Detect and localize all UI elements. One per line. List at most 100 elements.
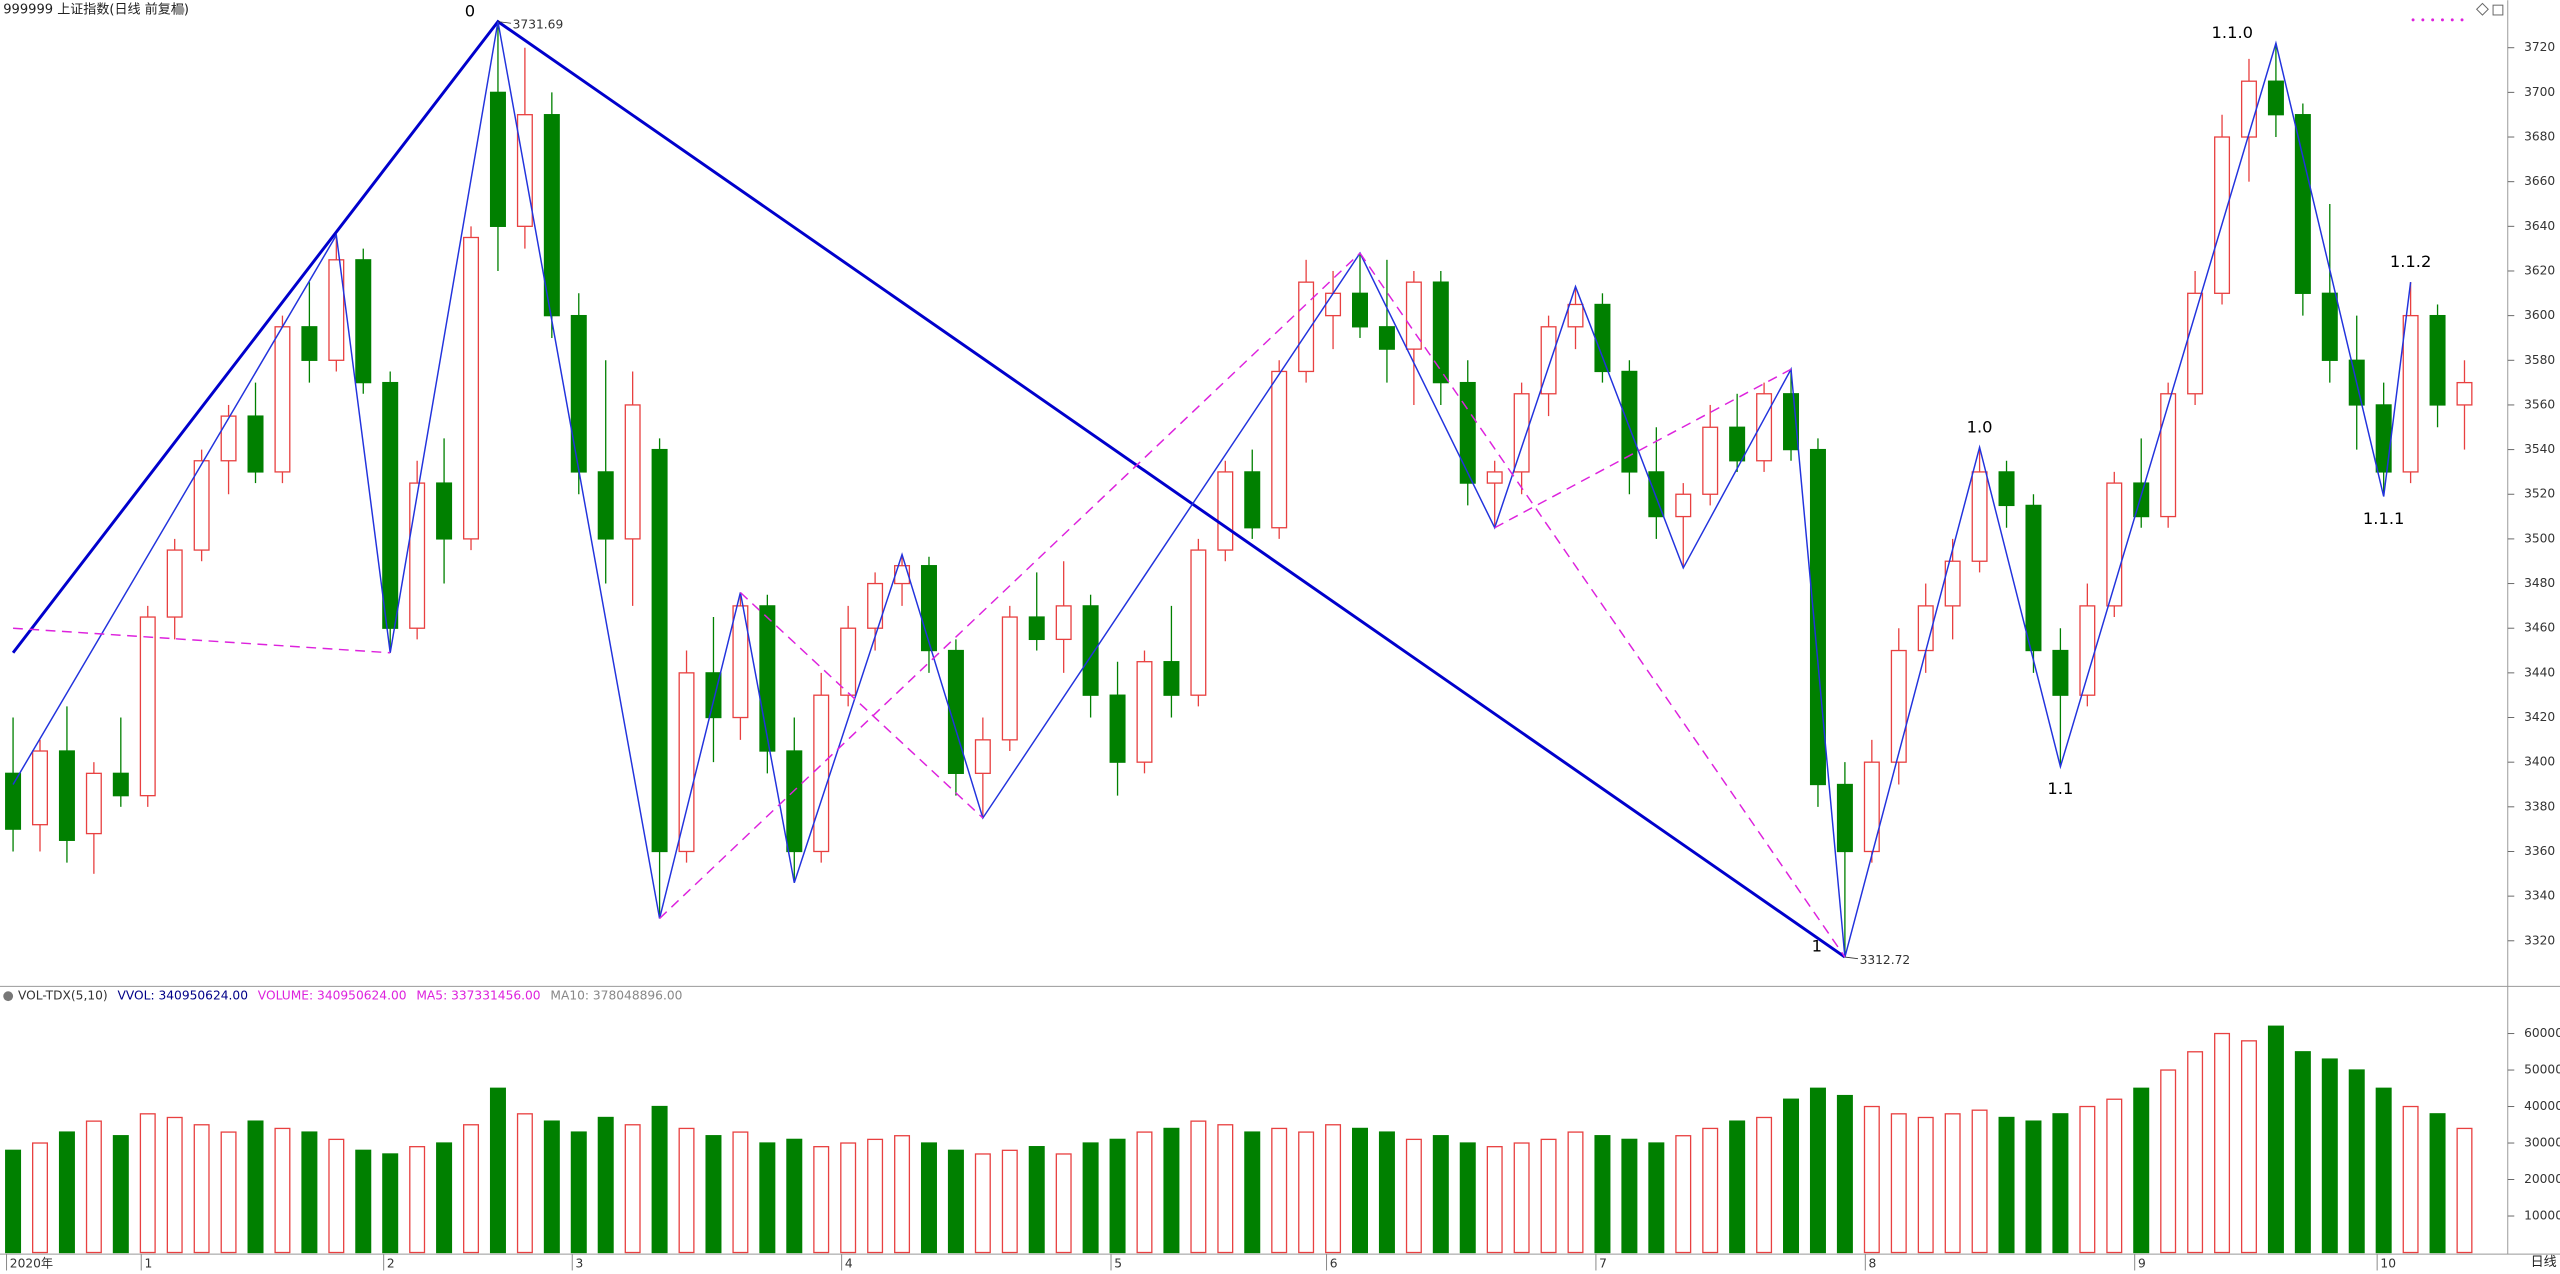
candle-body bbox=[1001, 616, 1018, 741]
volume-bar bbox=[732, 1131, 749, 1254]
candle-body bbox=[2294, 114, 2311, 294]
volume-bar bbox=[220, 1131, 237, 1254]
volume-bar bbox=[2187, 1051, 2204, 1254]
y-tick-label: 3640 bbox=[2524, 219, 2555, 233]
x-tick-label: 5 bbox=[1114, 1256, 1122, 1270]
candle-body bbox=[2321, 292, 2338, 361]
candle-body bbox=[1675, 493, 1692, 518]
candle-body bbox=[1863, 761, 1880, 853]
y-tick-label: 3500 bbox=[2524, 531, 2555, 545]
chart-title: 999999 上证指数(日线 前复权) bbox=[3, 2, 189, 18]
candle-body bbox=[2052, 649, 2069, 696]
price-pointer bbox=[497, 21, 512, 24]
volume-bar bbox=[974, 1153, 991, 1254]
volume-bar bbox=[382, 1153, 399, 1254]
volume-settings-icon[interactable] bbox=[3, 991, 14, 1002]
volume-bar bbox=[759, 1142, 776, 1254]
candle-body bbox=[355, 259, 372, 384]
volume-bar bbox=[436, 1142, 453, 1254]
volume-bar bbox=[1378, 1131, 1395, 1254]
y-tick-label: 3520 bbox=[2524, 487, 2555, 501]
volume-bar bbox=[2025, 1120, 2042, 1254]
candle-body bbox=[786, 750, 803, 853]
volume-legend: MA10: 378048896.00 bbox=[550, 989, 682, 1003]
wave-line bbox=[739, 591, 984, 819]
y-tick-label: 3680 bbox=[2524, 130, 2555, 144]
candle-body bbox=[1352, 292, 1368, 328]
candle-body bbox=[840, 627, 857, 696]
candle-body bbox=[409, 482, 426, 629]
candle-body bbox=[220, 415, 237, 462]
candle-body bbox=[597, 471, 614, 540]
candle-body bbox=[112, 772, 129, 797]
candle-body bbox=[1917, 605, 1934, 652]
candle-body bbox=[2375, 404, 2392, 473]
y-tick-label: 3380 bbox=[2524, 799, 2555, 813]
candle-body bbox=[1378, 326, 1395, 350]
candle-body bbox=[1190, 549, 1207, 696]
volume-bar bbox=[1702, 1127, 1719, 1254]
candle-body bbox=[1971, 471, 1988, 562]
candle-body bbox=[624, 404, 641, 540]
y-tick-label: 3600 bbox=[2524, 308, 2555, 322]
volume-bar bbox=[678, 1127, 695, 1254]
volume-bar bbox=[32, 1142, 48, 1254]
volume-bar bbox=[867, 1138, 884, 1254]
volume-bar bbox=[1783, 1098, 1800, 1254]
candle-body bbox=[382, 381, 399, 629]
window-icon[interactable] bbox=[2492, 4, 2504, 16]
volume-bar bbox=[813, 1146, 830, 1254]
volume-bar bbox=[2079, 1105, 2096, 1254]
x-tick-label: 8 bbox=[1869, 1256, 1877, 1270]
volume-bar bbox=[58, 1131, 75, 1254]
volume-bar bbox=[920, 1142, 937, 1254]
y-tick-label: 3440 bbox=[2524, 665, 2555, 679]
volume-bar bbox=[1756, 1116, 1773, 1254]
candle-body bbox=[463, 236, 480, 540]
volume-bar bbox=[1271, 1127, 1288, 1254]
settings-icon[interactable] bbox=[174, 5, 185, 15]
volume-bar bbox=[1352, 1127, 1368, 1254]
wave-line bbox=[13, 627, 391, 654]
volume-bar bbox=[1567, 1131, 1584, 1254]
candle-body bbox=[570, 314, 587, 473]
x-tick-label: 2 bbox=[387, 1256, 395, 1270]
wave-line bbox=[659, 252, 1361, 919]
wave-label: 1.1.1 bbox=[2363, 509, 2405, 528]
candle-body bbox=[1621, 370, 1638, 473]
candle-body bbox=[1244, 471, 1261, 529]
price-pointer bbox=[1844, 956, 1859, 960]
x-tick-label: 6 bbox=[1330, 1256, 1338, 1270]
y-tick-label: 3320 bbox=[2524, 933, 2555, 947]
volume-bar bbox=[355, 1149, 372, 1254]
volume-legend: MA5: 337331456.00 bbox=[416, 989, 540, 1003]
volume-y-tick-label: 40000 bbox=[2524, 1099, 2560, 1113]
period-label: 日线 bbox=[2531, 1255, 2557, 1270]
volume-bar bbox=[166, 1116, 183, 1254]
volume-bar bbox=[1621, 1138, 1638, 1254]
y-tick-label: 3340 bbox=[2524, 889, 2555, 903]
candle-body bbox=[1055, 605, 1072, 641]
candle-body bbox=[2079, 605, 2096, 696]
volume-bar bbox=[516, 1113, 533, 1254]
x-tick-label: 4 bbox=[845, 1256, 853, 1270]
volume-bar bbox=[85, 1120, 102, 1254]
draw-tool-icon[interactable] bbox=[2475, 2, 2489, 16]
volume-bar bbox=[2429, 1113, 2446, 1254]
volume-y-tick-label: 10000 bbox=[2524, 1209, 2560, 1223]
volume-bar bbox=[947, 1149, 964, 1254]
price-label: 3312.72 bbox=[1860, 953, 1911, 967]
candle-body bbox=[651, 448, 668, 853]
volume-y-tick-label: 30000 bbox=[2524, 1136, 2560, 1150]
volume-bar bbox=[651, 1105, 668, 1254]
volume-bar bbox=[1082, 1142, 1099, 1254]
volume-bar bbox=[1890, 1113, 1907, 1254]
volume-bar bbox=[1298, 1131, 1315, 1254]
volume-bar bbox=[1244, 1131, 1261, 1254]
candle-body bbox=[328, 259, 345, 361]
candle-body bbox=[1432, 281, 1449, 384]
volume-bar bbox=[2402, 1105, 2419, 1254]
candle-body bbox=[1028, 616, 1045, 641]
candle-body bbox=[2240, 80, 2257, 138]
